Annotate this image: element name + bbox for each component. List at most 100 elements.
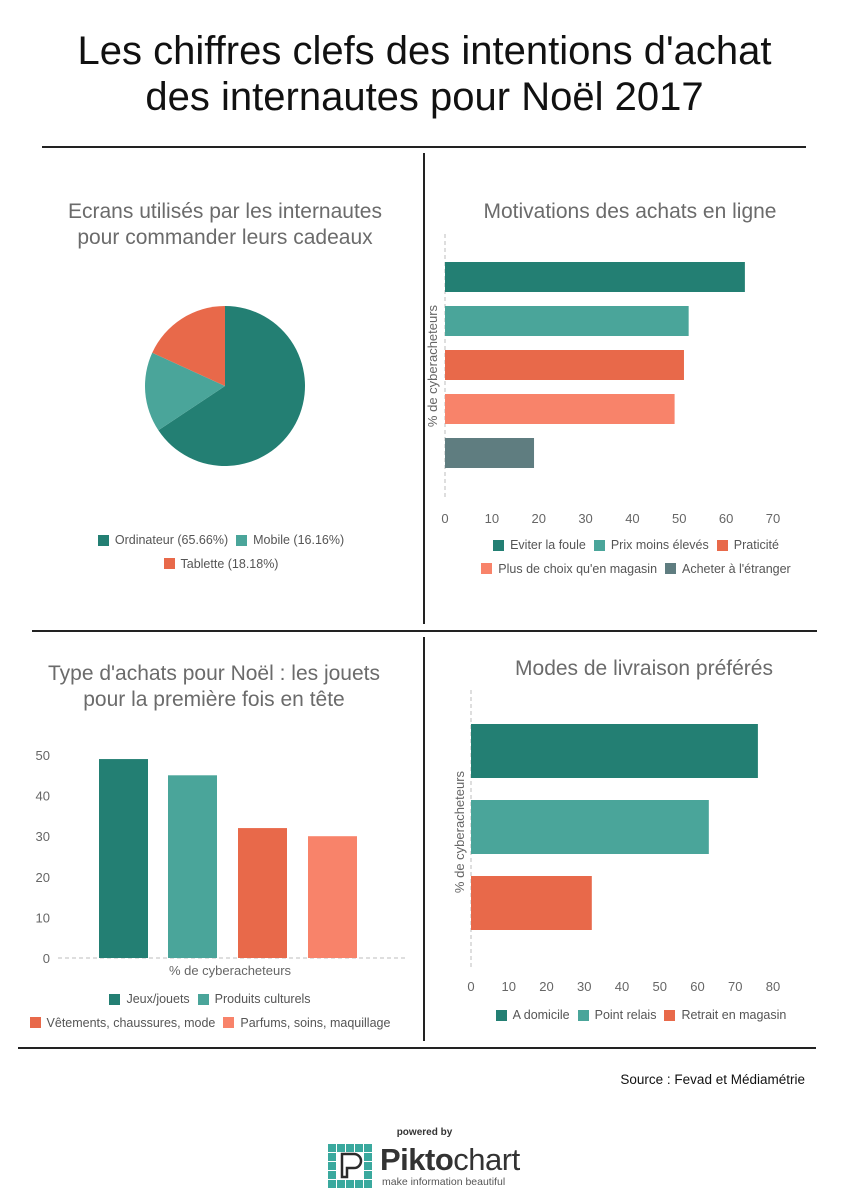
legend-item-prix: Prix moins élevés bbox=[593, 534, 709, 556]
pie-chart-title-line2: pour commander leurs cadeaux bbox=[77, 226, 373, 249]
legend-label: Acheter à l'étranger bbox=[682, 561, 791, 576]
motivations-chart-title: Motivations des achats en ligne bbox=[430, 199, 830, 225]
legend-label: Jeux/jouets bbox=[126, 992, 190, 1006]
chart3-tick-label: 20 bbox=[539, 979, 553, 994]
brand-name-part2: chart bbox=[453, 1142, 520, 1177]
chart2-tick-label: 40 bbox=[36, 789, 50, 804]
chart1-tick-label: 10 bbox=[485, 511, 499, 526]
chart1-bar-4 bbox=[445, 438, 535, 468]
pie-chart-title: Ecrans utilisés par les internautes pour… bbox=[30, 199, 420, 251]
legend-label: Tablette (18.18%) bbox=[180, 556, 279, 571]
legend-swatch bbox=[493, 539, 505, 551]
chart3-tick-label: 0 bbox=[467, 979, 474, 994]
chart2-bar-3 bbox=[308, 836, 357, 958]
legend-label: Mobile (16.16%) bbox=[253, 533, 345, 547]
legend-item-etranger: Acheter à l'étranger bbox=[665, 558, 791, 580]
delivery-chart-title: Modes de livraison préférés bbox=[444, 656, 844, 682]
chart1-tick-label: 40 bbox=[625, 511, 639, 526]
chart1-bar-3 bbox=[445, 394, 675, 424]
chart2-axis-label: % de cyberacheteurs bbox=[169, 963, 292, 978]
chart2-bar-2 bbox=[238, 828, 287, 958]
legend-item-plus-de-choix: Plus de choix qu'en magasin bbox=[481, 558, 657, 580]
legend-swatch bbox=[593, 539, 605, 551]
legend-item-ordinateur: Ordinateur (65.66%) bbox=[97, 529, 229, 551]
pie-slice-1 bbox=[145, 352, 225, 431]
page-title-line2: des internautes pour Noël 2017 bbox=[145, 75, 704, 119]
divider-bottom bbox=[18, 1047, 816, 1049]
divider-vertical-bottom bbox=[423, 637, 425, 1041]
pie-legend: Ordinateur (65.66%) Mobile (16.16%) Table… bbox=[60, 529, 390, 576]
chart2-tick-label: 10 bbox=[36, 910, 50, 925]
piktochart-logo[interactable]: Piktochart make information beautiful bbox=[328, 1140, 528, 1192]
legend-item-jeux-jouets: Jeux/jouets bbox=[109, 988, 190, 1010]
legend-item-eviter-la-foule: Eviter la foule bbox=[493, 534, 586, 556]
chart2-bar-1 bbox=[168, 775, 217, 958]
chart3-tick-label: 50 bbox=[653, 979, 667, 994]
legend-item-tablette: Tablette (18.18%) bbox=[163, 553, 279, 575]
chart3-tick-label: 40 bbox=[615, 979, 629, 994]
legend-label: Prix moins élevés bbox=[610, 538, 709, 552]
legend-item-vetements: Vêtements, chaussures, mode bbox=[29, 1012, 216, 1034]
chart1-tick-label: 0 bbox=[441, 511, 448, 526]
legend-label: Praticité bbox=[733, 538, 779, 552]
chart3-axis-label: % de cyberacheteurs bbox=[452, 770, 467, 893]
legend-label: Plus de choix qu'en magasin bbox=[498, 561, 658, 576]
legend-item-parfums: Parfums, soins, maquillage bbox=[223, 1012, 390, 1034]
legend-swatch bbox=[481, 563, 493, 574]
delivery-legend: A domicile Point relais Retrait en magasin bbox=[440, 1004, 849, 1028]
legend-swatch bbox=[495, 1009, 507, 1021]
chart3-bar-0 bbox=[471, 724, 758, 778]
chart2-tick-label: 0 bbox=[43, 951, 50, 966]
pie-slice-0 bbox=[158, 306, 305, 466]
brand-name-part1: Pikto bbox=[380, 1142, 454, 1177]
legend-swatch bbox=[664, 1009, 676, 1021]
legend-swatch bbox=[236, 534, 248, 546]
legend-swatch bbox=[223, 1017, 235, 1028]
legend-label: Produits culturels bbox=[214, 992, 311, 1006]
chart2-tick-label: 50 bbox=[36, 748, 50, 763]
pie-chart-title-line1: Ecrans utilisés par les internautes bbox=[68, 200, 382, 223]
piktochart-brand: Piktochart bbox=[380, 1142, 520, 1178]
chart1-tick-label: 60 bbox=[719, 511, 733, 526]
chart3-tick-label: 70 bbox=[728, 979, 742, 994]
source-note: Source : Fevad et Médiamétrie bbox=[620, 1072, 805, 1087]
purchases-chart-title: Type d'achats pour Noël : les jouets pou… bbox=[14, 661, 414, 713]
legend-item-retrait: Retrait en magasin bbox=[664, 1004, 786, 1026]
legend-label: Parfums, soins, maquillage bbox=[240, 1015, 391, 1030]
legend-swatch bbox=[109, 993, 121, 1005]
chart2-tick-label: 30 bbox=[36, 829, 50, 844]
chart3-bar-1 bbox=[471, 800, 709, 854]
piktochart-tagline: make information beautiful bbox=[382, 1176, 506, 1188]
chart1-tick-label: 20 bbox=[531, 511, 545, 526]
legend-swatch bbox=[197, 993, 209, 1005]
chart3-tick-label: 60 bbox=[690, 979, 704, 994]
divider-vertical-top bbox=[423, 153, 425, 624]
chart1-bar-1 bbox=[445, 306, 689, 336]
chart3-tick-label: 30 bbox=[577, 979, 591, 994]
legend-swatch bbox=[577, 1009, 589, 1021]
legend-label: A domicile bbox=[512, 1008, 570, 1022]
legend-label: Eviter la foule bbox=[510, 538, 586, 552]
chart3-tick-label: 10 bbox=[502, 979, 516, 994]
chart1-axis-label: % de cyberacheteurs bbox=[425, 304, 440, 427]
purchases-chart-title-line1: Type d'achats pour Noël : les jouets bbox=[47, 662, 381, 685]
legend-item-praticite: Praticité bbox=[716, 534, 779, 556]
chart3-tick-label: 80 bbox=[766, 979, 780, 994]
page-title: Les chiffres clefs des intentions d'acha… bbox=[0, 28, 849, 120]
pie-slice-2 bbox=[152, 306, 225, 386]
legend-label: Point relais bbox=[594, 1008, 657, 1022]
legend-item-point-relais: Point relais bbox=[577, 1004, 657, 1026]
legend-item-produits-culturels: Produits culturels bbox=[197, 988, 311, 1010]
legend-swatch bbox=[163, 558, 175, 569]
motivations-legend: Eviter la foule Prix moins élevés Praticit… bbox=[440, 534, 840, 581]
legend-label: Vêtements, chaussures, mode bbox=[46, 1015, 216, 1030]
chart1-tick-label: 70 bbox=[766, 511, 780, 526]
chart1-tick-label: 30 bbox=[578, 511, 592, 526]
legend-label: Ordinateur (65.66%) bbox=[114, 533, 229, 547]
delivery-chart-title-text: Modes de livraison préférés bbox=[515, 657, 773, 680]
chart1-bar-2 bbox=[445, 350, 684, 380]
chart2-tick-label: 20 bbox=[36, 870, 50, 885]
legend-item-a-domicile: A domicile bbox=[495, 1004, 570, 1026]
page-title-line1: Les chiffres clefs des intentions d'acha… bbox=[77, 29, 772, 73]
